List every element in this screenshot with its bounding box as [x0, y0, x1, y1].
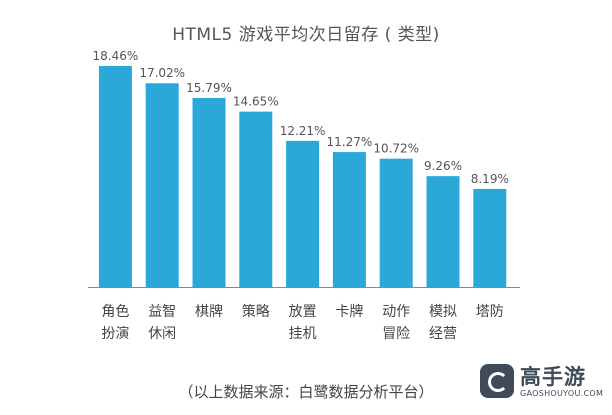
logo-site: GAOSHOUYOU.COM	[520, 389, 604, 398]
bar-value-label: 17.02%	[139, 66, 185, 80]
category-label: 塔防	[476, 304, 504, 320]
bar	[286, 140, 320, 287]
category-label: 卡牌	[335, 303, 363, 320]
watermark-logo: 高手游 GAOSHOUYOU.COM	[480, 361, 603, 407]
category-label: 益智	[148, 304, 176, 320]
category-label: 挂机	[289, 326, 317, 342]
bar	[473, 188, 507, 287]
chart-title: HTML5 游戏平均次日留存 ( 类型)	[172, 25, 440, 45]
bar	[98, 66, 132, 287]
bar-value-label: 18.46%	[93, 49, 139, 63]
logo-icon	[480, 364, 514, 398]
category-label: 动作	[382, 304, 410, 320]
category-label: 角色	[101, 303, 129, 320]
bar	[239, 111, 273, 288]
bar	[145, 83, 179, 287]
bar-value-label: 8.19%	[471, 172, 509, 186]
category-label: 放置	[289, 304, 317, 320]
bar-value-label: 9.26%	[424, 159, 462, 173]
bar-value-label: 12.21%	[280, 124, 326, 138]
category-label: 冒险	[382, 326, 410, 342]
category-label: 扮演	[101, 326, 129, 342]
bar	[426, 176, 460, 287]
category-label: 休闲	[148, 326, 176, 342]
bar	[332, 152, 366, 287]
bar-value-label: 10.72%	[373, 142, 419, 156]
data-source-note: （以上数据来源：白鹭数据分析平台）	[178, 383, 434, 401]
bar-value-label: 11.27%	[327, 135, 373, 149]
category-label: 棋牌	[195, 303, 223, 320]
category-label: 模拟	[429, 304, 457, 320]
category-label: 经营	[429, 326, 457, 342]
bar	[379, 158, 413, 287]
bar-value-label: 15.79%	[186, 81, 232, 95]
logo-brand: 高手游	[520, 365, 586, 389]
bar	[192, 97, 226, 288]
category-label: 策略	[242, 303, 270, 320]
bar-value-label: 14.65%	[233, 95, 279, 109]
